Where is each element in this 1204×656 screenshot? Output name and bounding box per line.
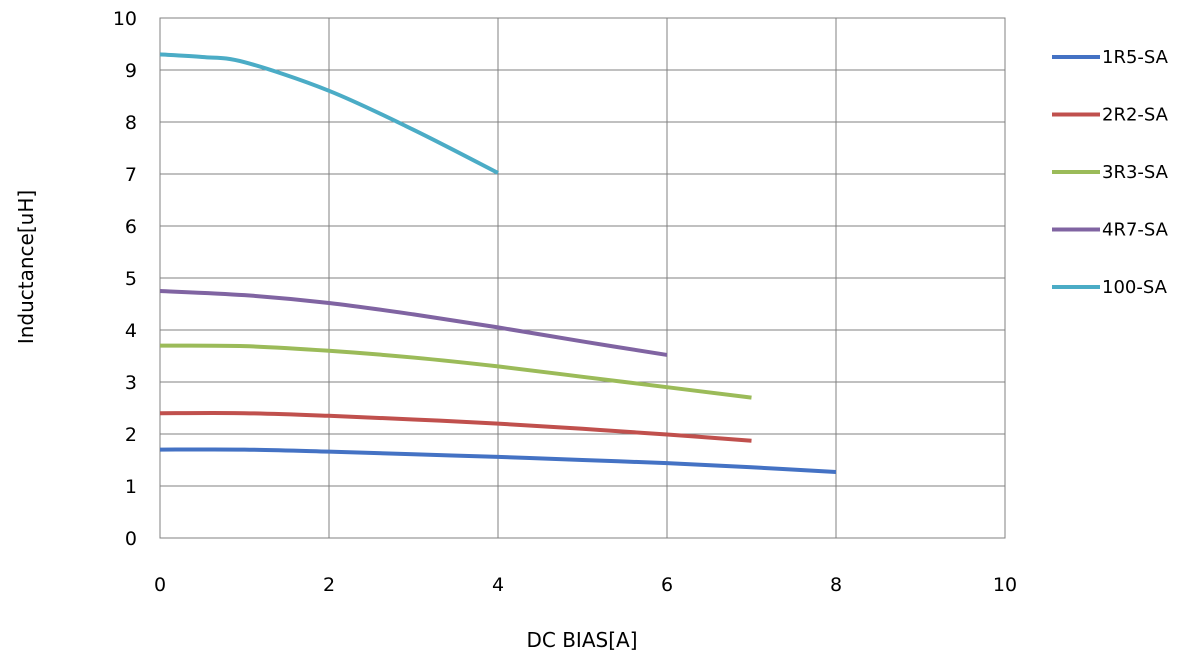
y-tick-label: 4 <box>125 320 137 342</box>
legend-label-4r7-sa: 4R7-SA <box>1102 220 1169 241</box>
y-axis-title: Inductance[uH] <box>14 190 38 344</box>
x-tick-label: 4 <box>492 574 504 596</box>
x-tick-label: 10 <box>993 574 1017 596</box>
legend-label-100-sa: 100-SA <box>1102 277 1168 298</box>
x-axis-tick-labels: 0 2 4 6 8 10 <box>154 574 1017 596</box>
legend-label-2r2-sa: 2R2-SA <box>1102 105 1169 126</box>
y-tick-label: 6 <box>125 216 137 238</box>
y-tick-label: 10 <box>113 8 137 30</box>
series-lines <box>159 52 837 474</box>
x-tick-label: 0 <box>154 574 166 596</box>
legend: 1R5-SA 2R2-SA 3R3-SA 4R7-SA 100-SA <box>1052 47 1169 298</box>
y-tick-label: 7 <box>125 164 137 186</box>
plot-area-border <box>159 17 1006 539</box>
series-line-100-sa <box>159 52 499 175</box>
y-tick-label: 2 <box>125 424 137 446</box>
y-tick-label: 8 <box>125 112 137 134</box>
y-tick-label: 1 <box>125 476 137 498</box>
x-tick-label: 8 <box>830 574 842 596</box>
legend-label-1r5-sa: 1R5-SA <box>1102 47 1169 68</box>
x-axis-title: DC BIAS[A] <box>526 628 637 652</box>
series-line-2r2-sa <box>159 411 752 443</box>
x-tick-label: 2 <box>323 574 335 596</box>
y-tick-label: 5 <box>125 268 137 290</box>
legend-label-3r3-sa: 3R3-SA <box>1102 162 1169 183</box>
y-axis-tick-labels: 0 1 2 3 4 5 6 7 8 9 10 <box>113 8 137 550</box>
y-tick-label: 3 <box>125 372 137 394</box>
series-line-3r3-sa <box>159 343 752 400</box>
series-line-4r7-sa <box>159 289 668 357</box>
y-tick-label: 0 <box>125 528 137 550</box>
x-tick-label: 6 <box>661 574 673 596</box>
series-line-1r5-sa <box>159 447 837 474</box>
y-tick-label: 9 <box>125 60 137 82</box>
